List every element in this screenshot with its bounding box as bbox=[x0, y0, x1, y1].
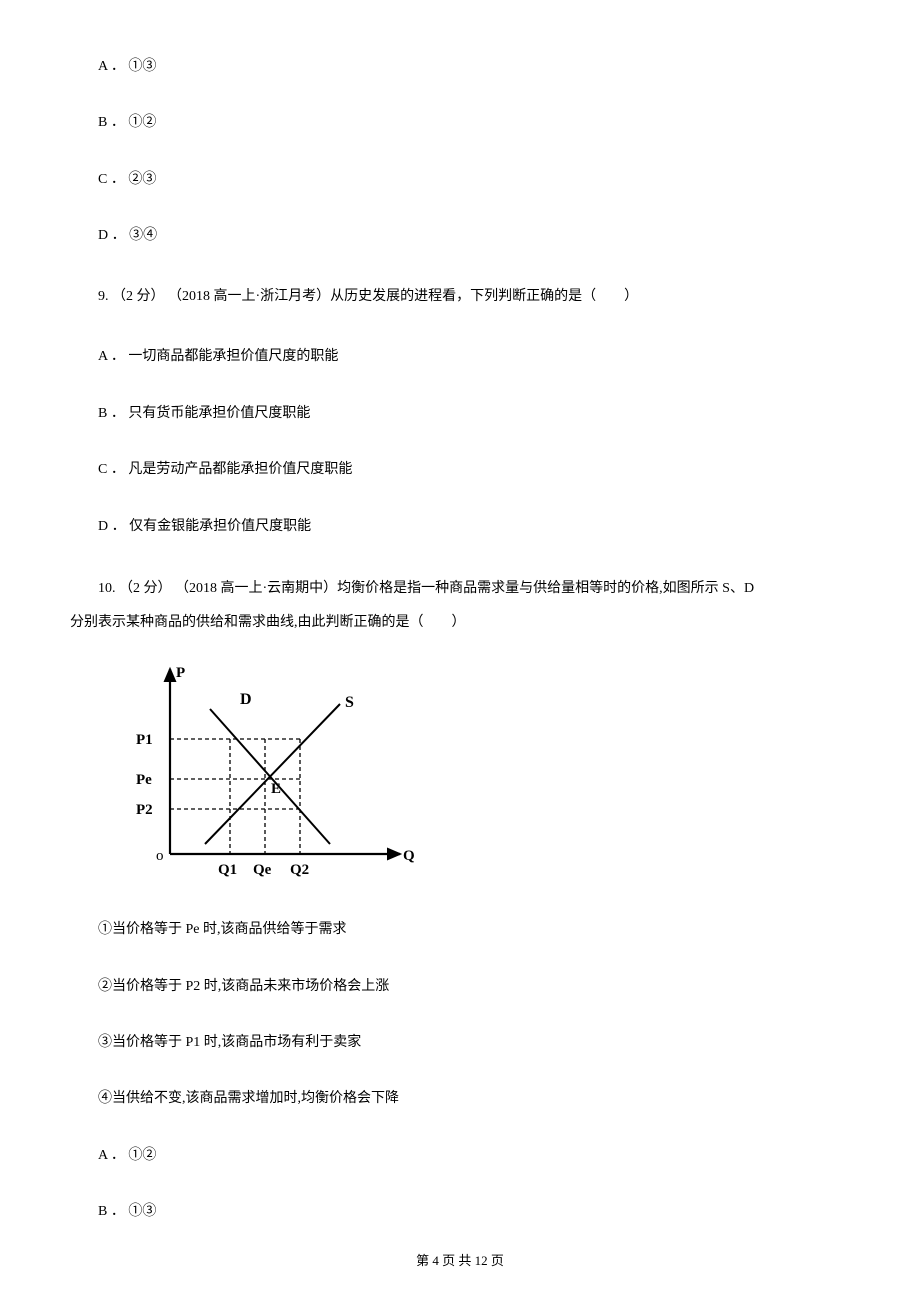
q10-statement-4: ④当供给不变,该商品需求增加时,均衡价格会下降 bbox=[70, 1088, 850, 1110]
q10-option-a: A ． ①② bbox=[70, 1145, 850, 1167]
q9-option-a: A ． 一切商品都能承担价值尺度的职能 bbox=[70, 346, 850, 368]
page-footer: 第 4 页 共 12 页 bbox=[0, 1251, 920, 1272]
statement-text: ③当价格等于 P1 时,该商品市场有利于卖家 bbox=[98, 1035, 361, 1050]
stem-line1: 10. （2 分） （2018 高一上·云南期中）均衡价格是指一种商品需求量与供… bbox=[70, 572, 850, 606]
q8-option-b: B ． ①② bbox=[70, 112, 850, 134]
svg-text:S: S bbox=[345, 694, 354, 711]
svg-text:Q2: Q2 bbox=[290, 862, 309, 878]
svg-text:o: o bbox=[156, 848, 164, 864]
q9-option-c: C ． 凡是劳动产品都能承担价值尺度职能 bbox=[70, 459, 850, 481]
option-text: A ． 一切商品都能承担价值尺度的职能 bbox=[98, 349, 338, 364]
q9-option-d: D ． 仅有金银能承担价值尺度职能 bbox=[70, 516, 850, 538]
svg-text:E: E bbox=[271, 781, 281, 797]
q9-stem: 9. （2 分） （2018 高一上·浙江月考）从历史发展的进程看，下列判断正确… bbox=[70, 282, 850, 313]
q10-option-b: B ． ①③ bbox=[70, 1201, 850, 1223]
supply-demand-diagram-container: P Qo P1 Pe P2 Q1 Qe Q2 D S E bbox=[70, 659, 850, 889]
svg-text:Pe: Pe bbox=[136, 772, 152, 788]
q9-option-b: B ． 只有货币能承担价值尺度职能 bbox=[70, 403, 850, 425]
q8-option-d: D ． ③④ bbox=[70, 225, 850, 247]
svg-text:P2: P2 bbox=[136, 802, 153, 818]
q10-statement-2: ②当价格等于 P2 时,该商品未来市场价格会上涨 bbox=[70, 976, 850, 998]
q8-option-c: C ． ②③ bbox=[70, 169, 850, 191]
option-text: D ． 仅有金银能承担价值尺度职能 bbox=[98, 519, 311, 534]
svg-text:P1: P1 bbox=[136, 732, 153, 748]
option-text: A ． ①③ bbox=[98, 59, 156, 74]
q10-statement-1: ①当价格等于 Pe 时,该商品供给等于需求 bbox=[70, 919, 850, 941]
statement-text: ①当价格等于 Pe 时,该商品供给等于需求 bbox=[98, 922, 347, 937]
statement-text: ④当供给不变,该商品需求增加时,均衡价格会下降 bbox=[98, 1091, 399, 1106]
statement-text: ②当价格等于 P2 时,该商品未来市场价格会上涨 bbox=[98, 979, 389, 994]
svg-text:D: D bbox=[240, 691, 252, 708]
option-text: B ． ①③ bbox=[98, 1204, 156, 1219]
q10-statement-3: ③当价格等于 P1 时,该商品市场有利于卖家 bbox=[70, 1032, 850, 1054]
svg-text:Qe: Qe bbox=[253, 862, 272, 878]
q10-stem: 10. （2 分） （2018 高一上·云南期中）均衡价格是指一种商品需求量与供… bbox=[70, 572, 850, 639]
option-text: C ． 凡是劳动产品都能承担价值尺度职能 bbox=[98, 462, 352, 477]
svg-text:Q: Q bbox=[403, 848, 415, 864]
footer-text: 第 4 页 共 12 页 bbox=[416, 1253, 504, 1268]
option-text: A ． ①② bbox=[98, 1148, 156, 1163]
option-text: B ． ①② bbox=[98, 115, 156, 130]
stem-line2: 分别表示某种商品的供给和需求曲线,由此判断正确的是（ ） bbox=[70, 606, 850, 640]
option-text: D ． ③④ bbox=[98, 228, 157, 243]
q8-option-a: A ． ①③ bbox=[70, 56, 850, 78]
supply-demand-diagram: P Qo P1 Pe P2 Q1 Qe Q2 D S E bbox=[130, 659, 430, 889]
option-text: C ． ②③ bbox=[98, 172, 156, 187]
svg-text:Q1: Q1 bbox=[218, 862, 237, 878]
stem-text: 9. （2 分） （2018 高一上·浙江月考）从历史发展的进程看，下列判断正确… bbox=[98, 289, 638, 304]
option-text: B ． 只有货币能承担价值尺度职能 bbox=[98, 406, 310, 421]
svg-text:P: P bbox=[176, 665, 185, 681]
